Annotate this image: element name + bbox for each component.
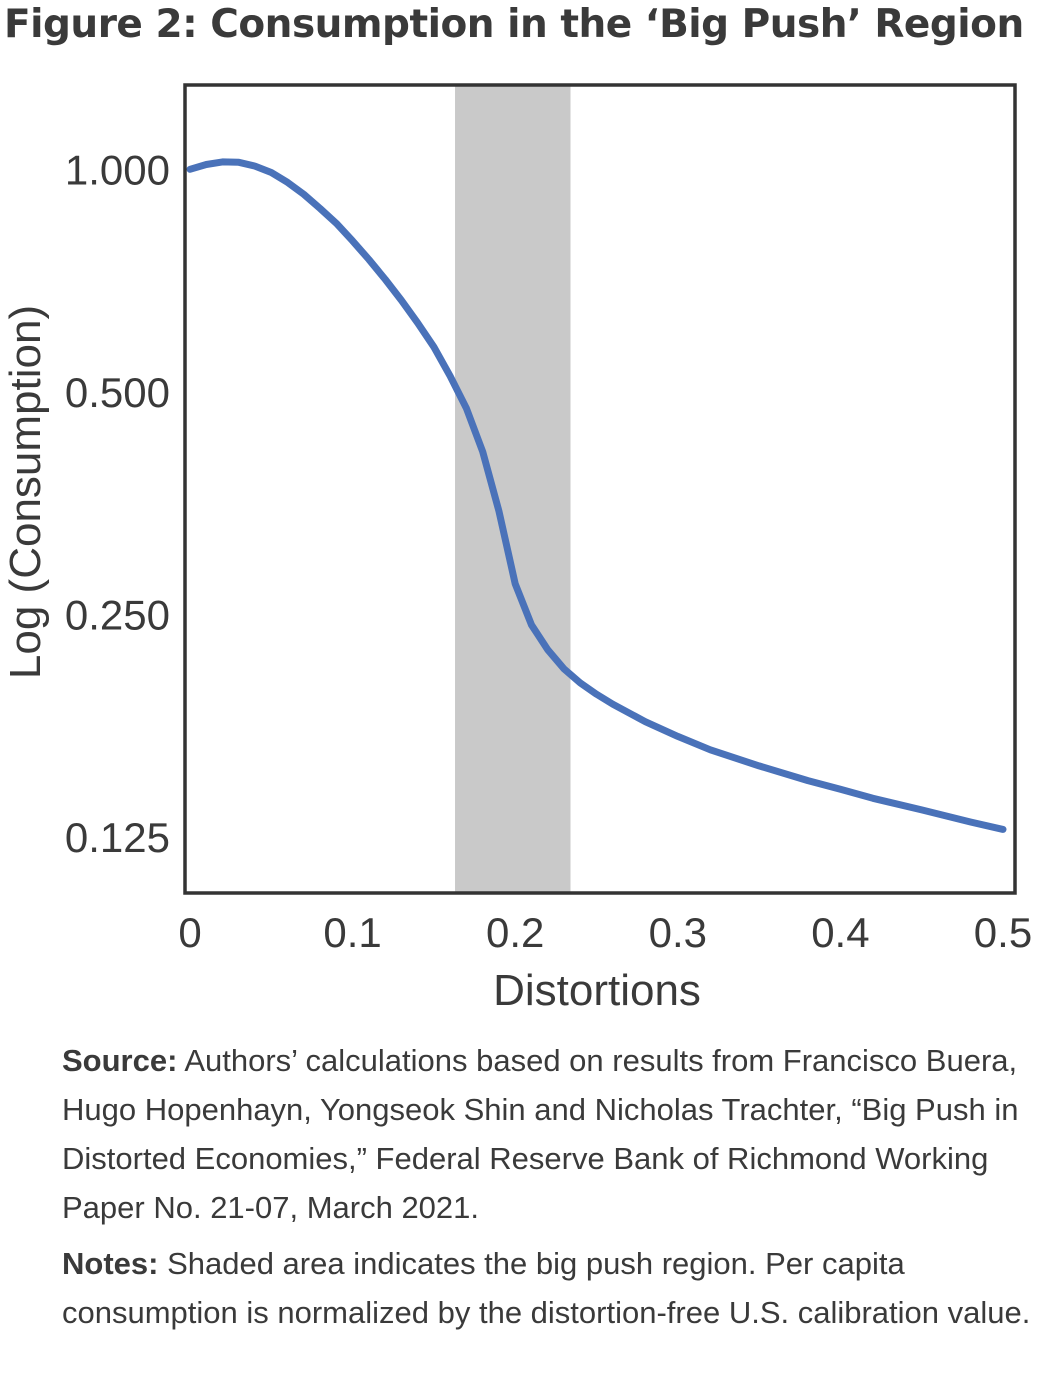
x-tick-label: 0 — [178, 909, 201, 956]
plot-frame — [183, 83, 1017, 895]
x-tick-label: 0.5 — [974, 909, 1032, 956]
x-tick-label: 0.3 — [649, 909, 707, 956]
consumption-line — [186, 158, 1007, 833]
notes-text: Shaded area indicates the big push regio… — [62, 1246, 1031, 1330]
x-tick-label: 0.4 — [811, 909, 869, 956]
figure-title: Figure 2: Consumption in the ‘Big Push’ … — [4, 2, 1024, 47]
line-chart: 1.000 0.500 0.250 0.125 0 0.1 0.2 0.3 0.4 0.5 Di… — [1, 83, 1032, 1015]
x-tick-label: 0.2 — [486, 909, 544, 956]
y-tick-label: 0.125 — [65, 814, 170, 861]
y-tick-label: 1.000 — [65, 146, 170, 193]
y-axis-label: Log (Consumption) — [1, 305, 50, 679]
source-label: Source: — [62, 1043, 178, 1078]
x-axis-label: Distortions — [493, 966, 701, 1015]
source-text: Authors’ calculations based on results f… — [62, 1043, 1019, 1225]
y-tick-label: 0.250 — [65, 591, 170, 638]
y-tick-label: 0.500 — [65, 369, 170, 416]
notes: Notes: Shaded area indicates the big pus… — [62, 1239, 1037, 1337]
notes-label: Notes: — [62, 1246, 159, 1281]
source-note: Source: Authors’ calculations based on r… — [62, 1036, 1037, 1232]
big-push-region — [455, 85, 571, 893]
x-tick-label: 0.1 — [323, 909, 381, 956]
